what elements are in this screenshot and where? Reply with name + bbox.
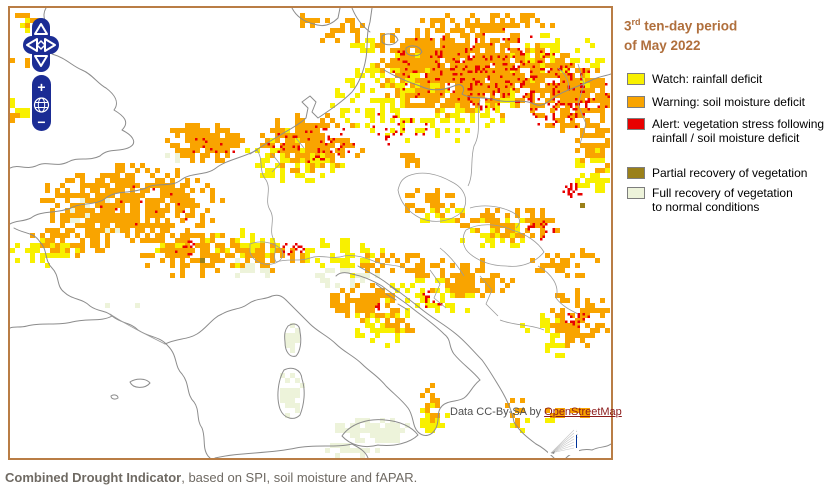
caption-indicator-name: Combined Drought Indicator [5, 470, 182, 485]
zoom-control[interactable]: + − [32, 75, 51, 131]
pan-down-icon[interactable] [34, 55, 48, 67]
legend-item-label: Alert: vegetation stress following rainf… [652, 117, 825, 145]
legend-item-warning: Warning: soil moisture deficit [627, 95, 834, 109]
legend-item-label: Watch: rainfall deficit [652, 72, 763, 86]
zoom-world-button[interactable] [33, 97, 50, 113]
legend-item-label: Warning: soil moisture deficit [652, 95, 805, 109]
legend-panel: 3rd ten-day period of May 2022 Watch: ra… [624, 0, 830, 460]
pan-center-icon [35, 39, 47, 51]
legend-item-full-recovery: Full recovery of vegetation to normal co… [627, 186, 834, 214]
coastlines-layer [10, 8, 611, 458]
drought-map[interactable]: + − Data CC-By-SA by OpenStreetMap [8, 6, 622, 460]
map-canvas: + − [10, 8, 611, 458]
drought-raster-layer [10, 13, 610, 458]
title-period-text: ten-day period [640, 18, 738, 34]
title-period-number: 3 [624, 18, 632, 34]
legend-item-label: Partial recovery of vegetation [652, 166, 808, 180]
pan-up-icon[interactable] [34, 23, 48, 35]
figure-caption: Combined Drought Indicator, based on SPI… [5, 470, 417, 485]
watch-color-swatch [627, 73, 645, 85]
warning-color-swatch [627, 96, 645, 108]
partial-recovery-color-swatch [627, 167, 645, 179]
full-recovery-color-swatch [627, 187, 645, 199]
alert-color-swatch [627, 118, 645, 130]
legend-item-partial-recovery: Partial recovery of vegetation [627, 166, 834, 180]
caption-description: , based on SPI, soil moisture and fAPAR. [181, 470, 418, 485]
map-attribution: Data CC-By-SA by OpenStreetMap [450, 406, 622, 418]
legend-item-alert: Alert: vegetation stress following rainf… [627, 117, 834, 145]
zoom-in-button[interactable]: + [37, 79, 45, 95]
legend-item-label: Full recovery of vegetation to normal co… [652, 186, 793, 214]
legend-title: 3rd ten-day period of May 2022 [624, 13, 737, 55]
title-ordinal-suffix: rd [631, 17, 641, 27]
pan-control[interactable] [23, 18, 59, 72]
attribution-text: Data CC-By-SA by [450, 406, 545, 418]
legend-item-watch: Watch: rainfall deficit [627, 72, 834, 86]
title-month-year: of May 2022 [624, 37, 701, 53]
openstreetmap-link[interactable]: OpenStreetMap [544, 406, 622, 418]
secondary-logo [548, 428, 576, 455]
zoom-out-button[interactable]: − [37, 114, 45, 130]
